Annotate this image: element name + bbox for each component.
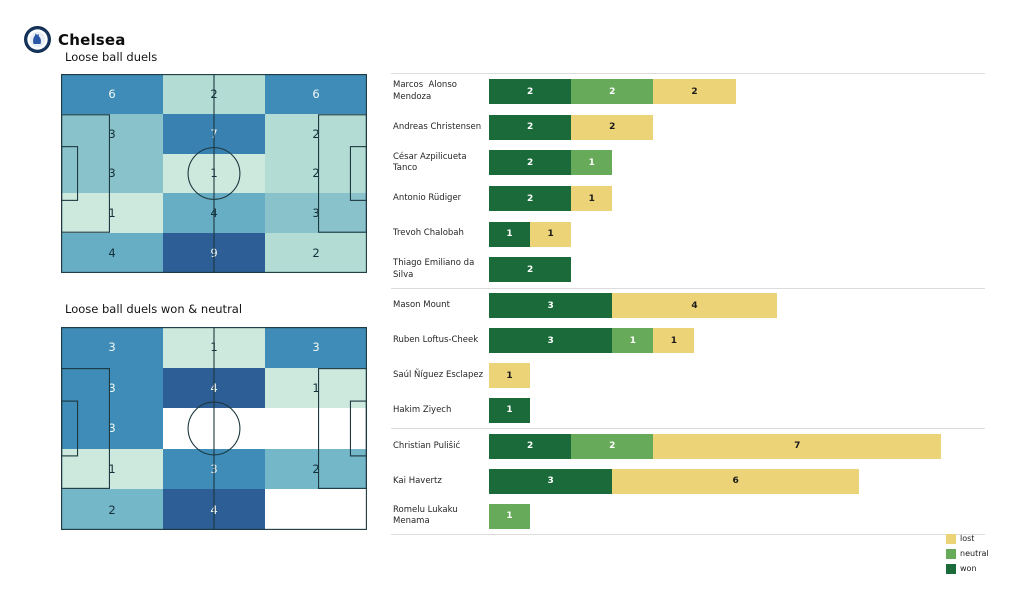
- heatmap-cell: 6: [265, 74, 367, 114]
- player-row: Christian Pulišić 2 2 7: [391, 429, 985, 464]
- player-name: Thiago Emiliano da Silva: [393, 258, 475, 280]
- duels-bar-chart: Marcos Alonso Mendoza 2 2 2 Andreas Christen…: [391, 73, 985, 535]
- heatmap-cell: [265, 489, 367, 530]
- heatmap-cell: 4: [61, 233, 163, 273]
- legend-label: neutral: [960, 549, 989, 558]
- player-row: Ruben Loftus-Cheek 3 1 1: [391, 323, 985, 358]
- player-name: Ruben Loftus-Cheek: [393, 335, 479, 346]
- player-name: César Azpilicueta Tanco: [393, 151, 467, 173]
- pitch-title-duels: Loose ball duels: [65, 50, 158, 64]
- bar-segment-won: 2: [489, 433, 572, 459]
- bar-segment-won: 1: [489, 397, 531, 423]
- bar-segment-won: 2: [489, 186, 572, 212]
- bar-segment-neutral: 2: [571, 433, 654, 459]
- duel-bar: 1: [489, 397, 531, 423]
- bar-segment-won: 2: [489, 150, 572, 176]
- legend-swatch-lost-icon: [946, 533, 956, 544]
- legend-label: won: [960, 564, 977, 573]
- heatmap-cell: 3: [265, 327, 367, 368]
- player-row: Kai Havertz 3 6: [391, 464, 985, 499]
- player-name: Andreas Christensen: [393, 121, 482, 132]
- bar-segment-lost: 1: [489, 363, 531, 389]
- player-row: Antonio Rüdiger 2 1: [391, 181, 985, 217]
- heatmap-cell: 6: [61, 74, 163, 114]
- bar-segment-neutral: 1: [489, 503, 531, 529]
- bar-segment-lost: 4: [612, 293, 777, 319]
- player-group: Mason Mount 3 4 Ruben Loftus-Cheek 3 1 1 Saúl Ñ…: [391, 287, 985, 428]
- team-title: Chelsea: [58, 30, 126, 49]
- chart-bottom-line: [391, 533, 985, 535]
- bar-segment-lost: 1: [653, 328, 695, 354]
- bar-segment-lost: 7: [653, 433, 942, 459]
- duel-bar: 2: [489, 257, 572, 283]
- chelsea-logo-icon: [24, 26, 51, 53]
- player-row: Saúl Ñíguez Esclapez 1: [391, 358, 985, 393]
- header: Chelsea: [24, 26, 126, 53]
- bar-segment-won: 3: [489, 293, 613, 319]
- player-row: Hakim Ziyech 1: [391, 393, 985, 428]
- bar-segment-won: 1: [489, 221, 531, 247]
- player-row: Mason Mount 3 4: [391, 289, 985, 324]
- bar-segment-won: 3: [489, 328, 613, 354]
- bar-segment-won: 2: [489, 257, 572, 283]
- bar-segment-lost: 2: [571, 114, 654, 140]
- legend-item: neutral: [946, 546, 989, 561]
- pitch-markings-icon: [61, 327, 367, 530]
- player-row: Romelu Lukaku Menama 1: [391, 499, 985, 534]
- player-name: Saúl Ñíguez Esclapez: [393, 369, 484, 380]
- pitch-title-won-neutral: Loose ball duels won & neutral: [65, 302, 243, 316]
- player-row: César Azpilicueta Tanco 2 1: [391, 145, 985, 181]
- legend-item: won: [946, 561, 989, 576]
- player-group: Marcos Alonso Mendoza 2 2 2 Andreas Christen…: [391, 73, 985, 288]
- duel-bar: 1: [489, 363, 531, 389]
- bar-segment-won: 3: [489, 468, 613, 494]
- player-name: Antonio Rüdiger: [393, 192, 462, 203]
- player-row: Marcos Alonso Mendoza 2 2 2: [391, 74, 985, 110]
- legend-label: lost: [960, 534, 975, 543]
- chart-groups: Marcos Alonso Mendoza 2 2 2 Andreas Christen…: [391, 73, 985, 534]
- heatmap-cell: 2: [265, 233, 367, 273]
- player-name: Marcos Alonso Mendoza: [393, 80, 457, 102]
- legend-swatch-won-icon: [946, 563, 956, 574]
- player-name: Trevoh Chalobah: [393, 228, 464, 239]
- heatmap-cell: 3: [61, 327, 163, 368]
- heatmap-cell: 2: [265, 113, 367, 154]
- legend-swatch-neutral-icon: [946, 548, 956, 559]
- heatmap-cell: 2: [61, 489, 163, 530]
- bar-segment-won: 2: [489, 114, 572, 140]
- player-name: Romelu Lukaku Menama: [393, 504, 458, 527]
- player-name: Hakim Ziyech: [393, 404, 452, 415]
- player-group: Christian Pulišić 2 2 7 Kai Havertz 3 6 Romelu …: [391, 427, 985, 534]
- bar-segment-lost: 1: [530, 221, 572, 247]
- duel-bar: 1: [489, 503, 531, 529]
- player-name: Mason Mount: [393, 300, 450, 311]
- bar-segment-neutral: 2: [571, 79, 654, 105]
- bar-segment-neutral: 1: [571, 150, 613, 176]
- bar-segment-lost: 1: [571, 186, 613, 212]
- legend-item: lost: [946, 531, 989, 546]
- chart-legend: lost neutral won: [946, 531, 989, 576]
- pitch-markings-icon: [61, 74, 367, 273]
- bar-segment-won: 2: [489, 79, 572, 105]
- bar-segment-neutral: 1: [612, 328, 654, 354]
- bar-segment-lost: 6: [612, 468, 859, 494]
- player-row: Thiago Emiliano da Silva 2: [391, 252, 985, 288]
- player-name: Kai Havertz: [393, 475, 442, 486]
- player-row: Trevoh Chalobah 1 1: [391, 216, 985, 252]
- player-row: Andreas Christensen 2 2: [391, 110, 985, 146]
- bar-segment-lost: 2: [653, 79, 736, 105]
- player-name: Christian Pulišić: [393, 440, 461, 451]
